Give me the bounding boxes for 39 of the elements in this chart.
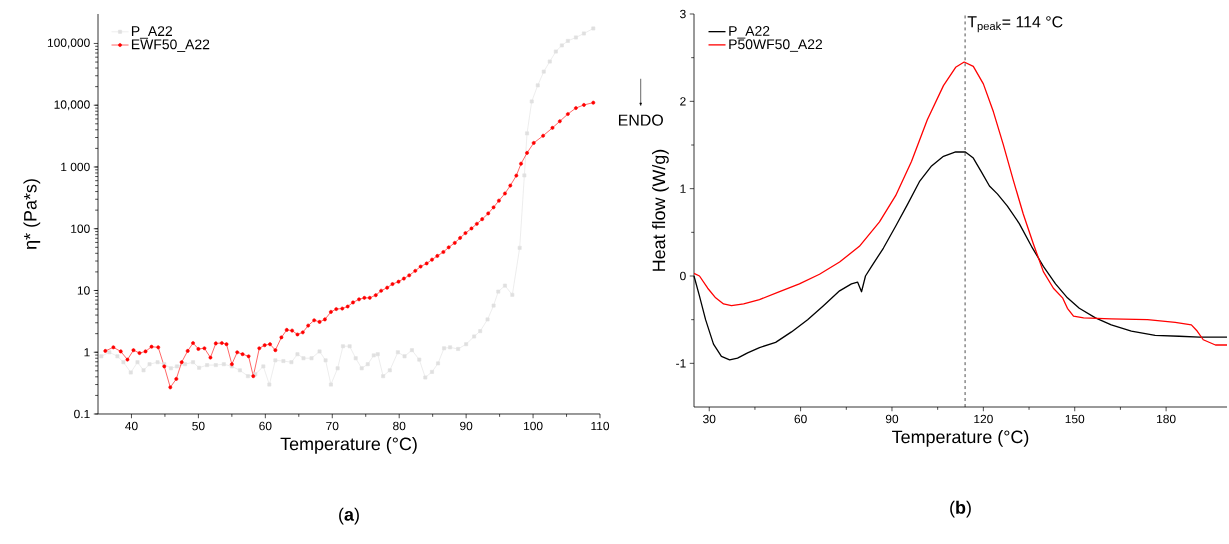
ref-line-label: T$_{peak}$= 114 °C: [967, 16, 1063, 33]
x-tick-label: 70: [326, 421, 339, 431]
x-tick-label: 110: [591, 421, 610, 431]
y-tick-label: 3: [680, 9, 686, 19]
legend-label: P_A22: [729, 26, 770, 39]
text: (a): [339, 507, 359, 525]
line-series: [693, 61, 1228, 346]
x-tick-label: 60: [259, 421, 272, 431]
x-tick-label: 90: [460, 421, 473, 431]
x-axis-title: Temperature (°C): [892, 430, 1029, 447]
y-tick-label: 0.1: [74, 409, 90, 419]
x-tick-label: 180: [1157, 414, 1176, 424]
x-tick-label: 80: [393, 421, 406, 431]
text: (b): [950, 500, 971, 518]
y-tick-label: 2: [680, 97, 686, 106]
y-tick-label: 1: [84, 348, 90, 357]
x-tick-label: 150: [1065, 414, 1085, 424]
y-axis-title: Heat flow (W/g): [652, 149, 669, 271]
x-tick-label: 50: [192, 421, 205, 431]
y-tick-label: 100: [71, 224, 90, 233]
legend-label: P50WF50_A22: [729, 39, 823, 52]
y-tick-label: 10,000: [54, 100, 90, 111]
y-axis-title: η* (Pa*s): [23, 179, 41, 249]
x-axis-title: Temperature (°C): [280, 437, 417, 454]
x-tick-label: 100: [524, 421, 543, 431]
y-tick-label: 1 000: [61, 162, 90, 172]
x-tick-label: 40: [125, 421, 138, 431]
legend-label: P_A22: [131, 26, 173, 39]
x-tick-label: 60: [794, 414, 807, 424]
y-tick-label: 1: [680, 184, 686, 193]
x-tick-label: 120: [974, 414, 993, 424]
y-tick-label: 10: [77, 286, 90, 295]
x-tick-label: 90: [885, 414, 899, 424]
y-tick-label: 100,000: [47, 38, 90, 49]
text: ENDO: [618, 114, 663, 126]
y-tick-label: -1: [676, 359, 686, 368]
y-tick-label: 0: [680, 271, 686, 281]
x-tick-label: 30: [703, 414, 716, 424]
legend-label: EWF50_A22: [131, 39, 210, 52]
